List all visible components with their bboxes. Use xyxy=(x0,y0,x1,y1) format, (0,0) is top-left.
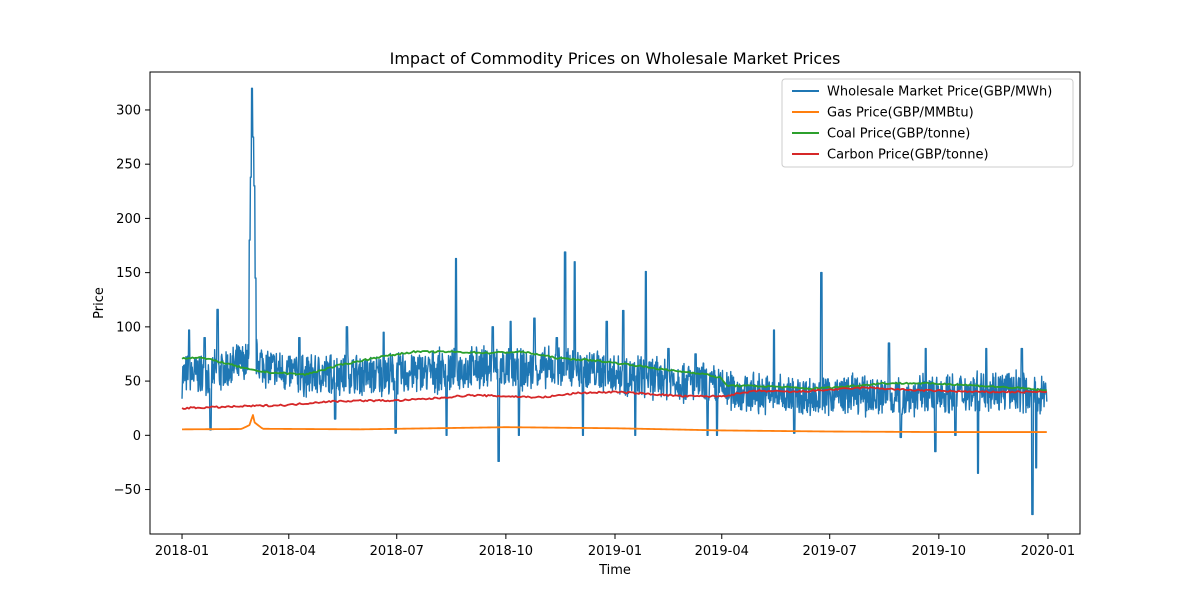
y-tick-label: 150 xyxy=(116,266,141,281)
x-tick-label: 2020-01 xyxy=(1021,544,1075,559)
x-tick-label: 2018-10 xyxy=(479,544,533,559)
chart-title: Impact of Commodity Prices on Wholesale … xyxy=(390,49,841,68)
series-line-coal xyxy=(181,350,1047,392)
series-layer xyxy=(181,87,1048,516)
y-tick-label: 200 xyxy=(116,212,141,227)
legend-box xyxy=(781,78,1074,168)
legend-label: Wholesale Market Price(GBP/MWh) xyxy=(827,85,1052,100)
y-tick-label: 100 xyxy=(116,320,141,335)
x-tick-label: 2018-04 xyxy=(262,544,316,559)
legend-label: Carbon Price(GBP/tonne) xyxy=(827,148,989,163)
y-tick-label: 250 xyxy=(116,158,141,173)
series-line-gas xyxy=(182,414,1047,433)
legend-label: Gas Price(GBP/MMBtu) xyxy=(827,106,974,121)
x-tick-label: 2019-01 xyxy=(588,544,642,559)
y-tick-label: 50 xyxy=(124,375,141,390)
x-tick-label: 2019-10 xyxy=(912,544,966,559)
y-axis-label: Price xyxy=(92,287,107,319)
legend-label: Coal Price(GBP/tonne) xyxy=(827,127,970,142)
x-tick-label: 2019-07 xyxy=(803,544,857,559)
x-tick-label: 2019-04 xyxy=(695,544,749,559)
x-tick-label: 2018-07 xyxy=(370,544,424,559)
x-tick-label: 2018-01 xyxy=(155,544,209,559)
series-line-carbon xyxy=(181,386,1048,410)
series-line-wholesale xyxy=(181,87,1048,516)
x-axis-label: Time xyxy=(598,563,631,578)
x-axis: 2018-01 2018-04 2018-07 2018-10 2019-01 2019-… xyxy=(155,534,1075,559)
y-tick-label: −50 xyxy=(114,483,141,498)
y-axis: −50 0 50 100 150 200 250 300 xyxy=(114,103,150,498)
y-tick-label: 0 xyxy=(133,429,141,444)
legend: Wholesale Market Price(GBP/MWh) Gas Price… xyxy=(781,78,1074,168)
y-tick-label: 300 xyxy=(116,103,141,118)
